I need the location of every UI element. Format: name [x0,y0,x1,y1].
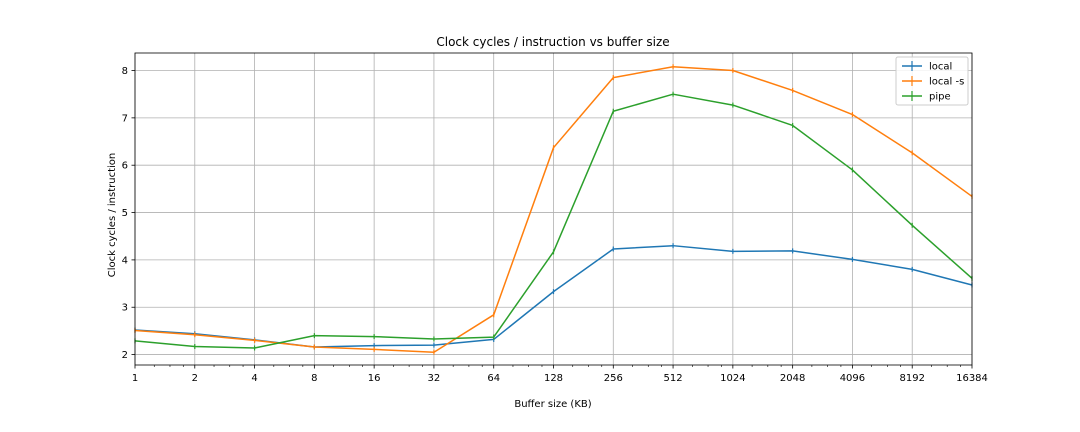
legend-label: pipe [929,92,951,103]
y-tick-label: 5 [122,208,128,219]
x-tick-label: 16 [368,373,381,384]
y-axis-label: Clock cycles / instruction [107,153,118,277]
legend-item: local -s [902,76,964,88]
x-tick-label: 2048 [780,373,805,384]
x-tick-label: 512 [664,373,683,384]
x-tick-label: 8192 [899,373,924,384]
x-tick-label: 32 [428,373,441,384]
x-tick-label: 16384 [956,373,988,384]
y-tick-label: 7 [122,113,128,124]
x-tick-label: 128 [544,373,563,384]
legend-item: pipe [902,91,951,103]
y-tick-label: 4 [122,255,128,266]
legend-item: local [902,61,952,73]
y-tick-label: 2 [122,350,128,361]
legend: local local -s pipe [895,56,969,106]
legend-label: local -s [929,77,964,88]
x-axis-label: Buffer size (KB) [514,399,591,410]
x-tick-label: 64 [487,373,500,384]
series-layer [134,64,973,355]
y-tick-label: 6 [122,161,128,172]
legend-box [895,56,969,106]
legend-label: local [929,62,952,73]
x-axis: 1 2 4 8 16 32 64 128 256 512 1024 2048 4096 8192 16384 [132,365,988,384]
x-tick-label: 2 [192,373,198,384]
x-tick-label: 256 [604,373,623,384]
y-tick-label: 3 [122,303,128,314]
x-tick-label: 4096 [840,373,865,384]
x-tick-label: 1 [132,373,138,384]
y-axis: 2 3 4 5 6 7 8 [122,66,135,361]
x-tick-label: 1024 [720,373,745,384]
y-tick-label: 8 [122,66,128,77]
x-tick-label: 4 [251,373,257,384]
chart-title: Clock cycles / instruction vs buffer siz… [436,35,669,49]
x-tick-label: 8 [311,373,317,384]
